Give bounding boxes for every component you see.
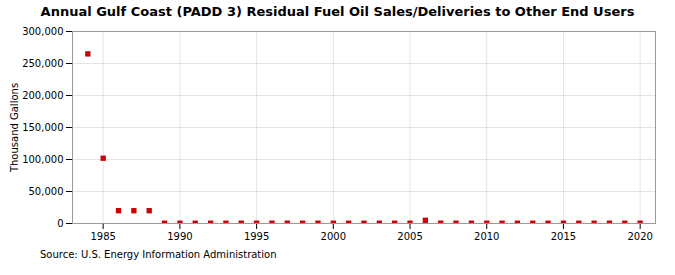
svg-text:2000: 2000 (321, 231, 346, 242)
svg-text:250,000: 250,000 (22, 58, 63, 69)
svg-text:2010: 2010 (474, 231, 499, 242)
svg-text:200,000: 200,000 (22, 90, 63, 101)
svg-text:2015: 2015 (551, 231, 576, 242)
svg-text:1985: 1985 (90, 231, 115, 242)
svg-text:100,000: 100,000 (22, 154, 63, 165)
svg-text:2020: 2020 (627, 231, 652, 242)
svg-text:2005: 2005 (397, 231, 422, 242)
svg-text:300,000: 300,000 (22, 26, 63, 37)
svg-text:1995: 1995 (244, 231, 269, 242)
html-text:Annual Gulf Coast (PADD 3) Res: Annual Gulf Coast (PADD 3) Residual Fuel… (40, 4, 635, 19)
svg-text:50,000: 50,000 (29, 186, 64, 197)
svg-text:150,000: 150,000 (22, 122, 63, 133)
svg-text:1990: 1990 (167, 231, 192, 242)
html-text:Source: U.S. Energy Informatio: Source: U.S. Energy Information Administ… (40, 249, 277, 260)
svg-text:0: 0 (57, 218, 63, 229)
svg-text:Thousand Gallons: Thousand Gallons (9, 83, 20, 173)
